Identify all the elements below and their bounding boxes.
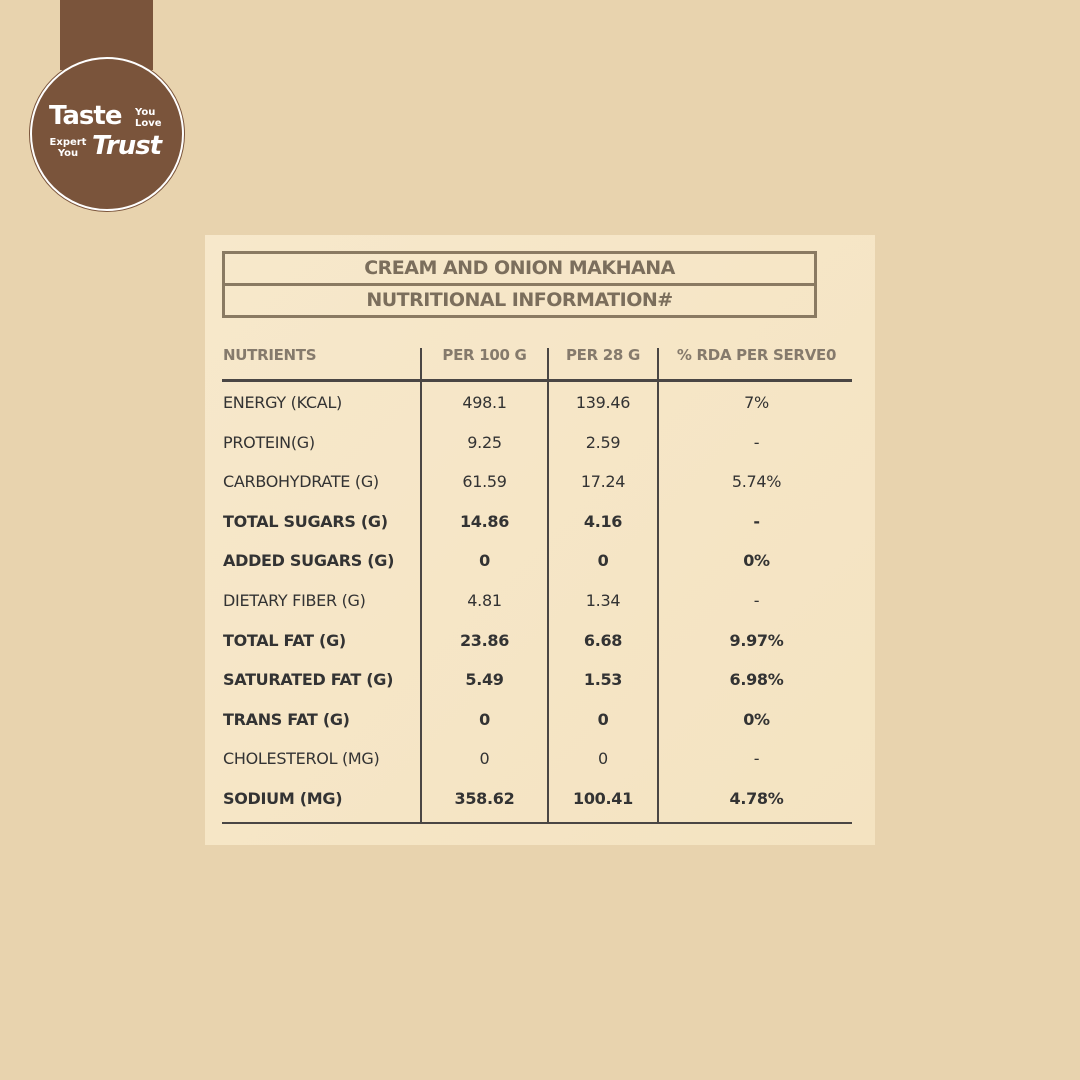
per-100g-value: 61.59 bbox=[462, 472, 507, 492]
column-header: PER 100 G bbox=[442, 346, 527, 364]
header-divider bbox=[222, 379, 852, 382]
nutrient-name: TOTAL FAT (G) bbox=[223, 630, 346, 650]
nutrient-name: SATURATED FAT (G) bbox=[223, 670, 394, 690]
column-header: NUTRIENTS bbox=[223, 346, 317, 364]
nutrient-name: TRANS FAT (G) bbox=[223, 709, 350, 729]
nutrient-name: ENERGY (KCAL) bbox=[223, 393, 342, 412]
nutrient-name: SODIUM (MG) bbox=[223, 789, 343, 808]
per-100g-value: 4.81 bbox=[467, 591, 502, 610]
table-row: TOTAL FAT (G) 23.86 6.68 9.97% bbox=[205, 631, 875, 655]
per-100g-value: 23.86 bbox=[459, 630, 510, 650]
per-28g-value: 0 bbox=[597, 709, 609, 729]
rda-value: 0% bbox=[743, 709, 770, 729]
rda-value: 4.78% bbox=[729, 789, 784, 808]
per-28g-value: 100.41 bbox=[573, 789, 633, 808]
per-28g-value: 1.34 bbox=[585, 591, 621, 610]
per-100g-value: 5.49 bbox=[465, 670, 504, 690]
rda-value: - bbox=[753, 591, 760, 610]
per-100g-value: 14.86 bbox=[459, 511, 510, 531]
per-100g-value: 0 bbox=[479, 551, 490, 571]
column-header: % RDA PER SERVE0 bbox=[676, 346, 837, 364]
table-row: PROTEIN(G) 9.25 2.59 - bbox=[205, 433, 875, 457]
table-row: SATURATED FAT (G) 5.49 1.53 6.98% bbox=[205, 670, 875, 694]
bottom-divider bbox=[222, 822, 852, 824]
table-row: TOTAL SUGARS (G) 14.86 4.16 - bbox=[205, 512, 875, 536]
table-title: NUTRITIONAL INFORMATION# bbox=[222, 283, 817, 318]
per-28g-value: 6.68 bbox=[583, 630, 623, 650]
per-100g-value: 358.62 bbox=[454, 789, 515, 808]
rda-value: 6.98% bbox=[729, 670, 784, 690]
table-row: CHOLESTEROL (MG) 0 0 - bbox=[205, 749, 875, 773]
table-row: ADDED SUGARS (G) 0 0 0% bbox=[205, 551, 875, 575]
per-100g-value: 0 bbox=[479, 709, 490, 729]
column-divider bbox=[547, 348, 549, 823]
logo-text: Expert You bbox=[49, 137, 87, 159]
logo-text: Trust bbox=[92, 131, 162, 161]
nutrient-name: TOTAL SUGARS (G) bbox=[223, 511, 388, 531]
rda-value: - bbox=[753, 749, 760, 769]
rda-value: 9.97% bbox=[729, 630, 784, 650]
per-28g-value: 0 bbox=[598, 749, 608, 769]
per-28g-value: 2.59 bbox=[585, 432, 621, 452]
nutrient-name: CARBOHYDRATE (G) bbox=[223, 472, 379, 492]
logo-text: Taste bbox=[49, 101, 122, 131]
per-100g-value: 9.25 bbox=[467, 432, 502, 452]
nutrient-name: CHOLESTEROL (MG) bbox=[223, 749, 380, 769]
column-divider bbox=[420, 348, 422, 823]
table-row: CARBOHYDRATE (G) 61.59 17.24 5.74% bbox=[205, 472, 875, 496]
logo-text: You Love bbox=[135, 107, 162, 129]
brand-logo: Taste You Love Expert You Trust bbox=[30, 57, 184, 211]
table-row: SODIUM (MG) 358.62 100.41 4.78% bbox=[205, 789, 875, 813]
rda-value: - bbox=[753, 432, 760, 452]
nutrient-name: ADDED SUGARS (G) bbox=[223, 551, 395, 571]
rda-value: 0% bbox=[743, 551, 770, 571]
column-header: PER 28 G bbox=[565, 346, 641, 364]
per-28g-value: 17.24 bbox=[580, 472, 626, 492]
rda-value: - bbox=[753, 511, 760, 531]
nutrient-name: PROTEIN(G) bbox=[223, 432, 315, 452]
table-row: TRANS FAT (G) 0 0 0% bbox=[205, 710, 875, 734]
per-28g-value: 139.46 bbox=[575, 393, 631, 412]
nutrition-panel: CREAM AND ONION MAKHANA NUTRITIONAL INFO… bbox=[205, 235, 875, 845]
per-28g-value: 0 bbox=[597, 551, 609, 571]
nutrient-name: DIETARY FIBER (G) bbox=[223, 591, 366, 610]
per-100g-value: 498.1 bbox=[462, 393, 507, 412]
product-title: CREAM AND ONION MAKHANA bbox=[222, 251, 817, 286]
per-28g-value: 4.16 bbox=[583, 511, 623, 531]
table-row: ENERGY (KCAL) 498.1 139.46 7% bbox=[205, 393, 875, 417]
column-divider bbox=[657, 348, 659, 823]
per-100g-value: 0 bbox=[479, 749, 490, 769]
table-row: DIETARY FIBER (G) 4.81 1.34 - bbox=[205, 591, 875, 615]
rda-value: 5.74% bbox=[731, 472, 782, 492]
rda-value: 7% bbox=[744, 393, 769, 412]
per-28g-value: 1.53 bbox=[583, 670, 623, 690]
